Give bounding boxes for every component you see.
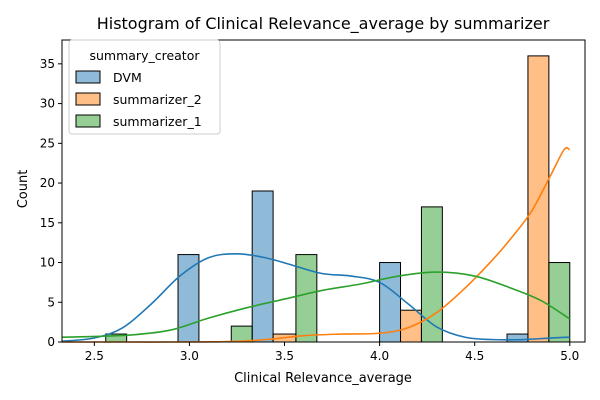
legend-swatch-DVM bbox=[75, 70, 101, 84]
kde-line-summarizer_1 bbox=[61, 271, 571, 339]
legend-label-summarizer_2: summarizer_2 bbox=[113, 92, 202, 107]
bar-summarizer_1-4 bbox=[548, 262, 571, 343]
y-tick-label: 0 bbox=[47, 335, 55, 349]
y-tick-label: 15 bbox=[40, 216, 55, 230]
bar-DVM-0 bbox=[177, 254, 200, 343]
x-tick-label: 3.5 bbox=[275, 349, 294, 363]
x-tick-label: 2.5 bbox=[85, 349, 104, 363]
x-tick-label: 3.0 bbox=[180, 349, 199, 363]
y-tick-label: 25 bbox=[40, 136, 55, 150]
x-tick-label: 4.0 bbox=[370, 349, 389, 363]
y-tick-label: 10 bbox=[40, 256, 55, 270]
bar-DVM-1 bbox=[251, 190, 274, 343]
x-tick-label: 4.5 bbox=[465, 349, 484, 363]
axes-layer: 2.5 3.0 3.5 4.0 4.5 5.0 0 5 10 15 20 25 30 35 bbox=[40, 39, 586, 363]
bar-DVM-3 bbox=[506, 333, 529, 343]
x-tick-label: 5.0 bbox=[560, 349, 579, 363]
legend-title: summary_creator bbox=[89, 48, 200, 63]
y-tick-label: 30 bbox=[40, 97, 55, 111]
legend-label-summarizer_1: summarizer_1 bbox=[113, 114, 202, 129]
y-axis-label: Count bbox=[16, 170, 31, 209]
y-tick-label: 5 bbox=[47, 295, 55, 309]
y-tick-label: 20 bbox=[40, 176, 55, 190]
chart-title: Histogram of Clinical Relevance_average … bbox=[97, 14, 550, 34]
legend-swatch-summarizer_2 bbox=[75, 92, 101, 106]
y-tick-label: 35 bbox=[40, 57, 55, 71]
legend-label-DVM: DVM bbox=[113, 70, 142, 85]
legend: summary_creator DVM summarizer_2 summarizer… bbox=[68, 39, 221, 135]
legend-swatch-summarizer_1 bbox=[75, 114, 101, 128]
legend-frame bbox=[68, 39, 221, 135]
x-axis-label: Clinical Relevance_average bbox=[234, 371, 412, 386]
bar-summarizer_1-1 bbox=[230, 325, 253, 343]
kde-line-DVM bbox=[61, 252, 570, 343]
bar-summarizer_1-3 bbox=[420, 206, 443, 343]
plot-frame bbox=[61, 39, 586, 343]
